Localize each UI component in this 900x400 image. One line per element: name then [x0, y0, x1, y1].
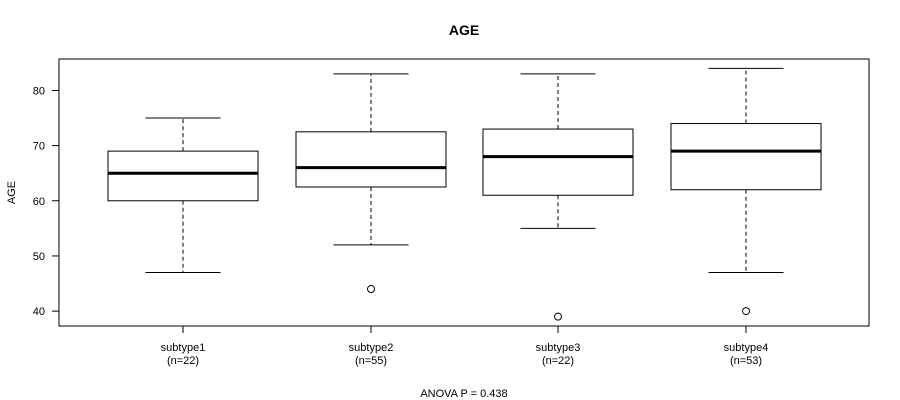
y-tick-label: 50: [33, 251, 45, 263]
box-subtype4: [670, 67, 822, 316]
iqr-box: [295, 131, 447, 188]
iqr-box: [482, 128, 634, 196]
box-subtype1: [107, 117, 259, 273]
x-axis-labels: subtype1(n=22)subtype2(n=55)subtype3(n=2…: [161, 326, 769, 367]
box-subtype3: [482, 73, 634, 321]
iqr-box: [670, 123, 822, 191]
outlier-point: [367, 285, 375, 294]
x-tick-count-subtype1: (n=22): [167, 355, 199, 367]
x-tick-label-subtype2: subtype2: [349, 342, 394, 354]
x-tick-count-subtype2: (n=55): [355, 355, 387, 367]
x-tick-label-subtype3: subtype3: [536, 342, 581, 354]
outlier-point: [742, 307, 750, 316]
chart-title: AGE: [449, 22, 479, 38]
outlier-point: [554, 312, 562, 321]
y-tick-label: 70: [33, 141, 45, 153]
y-tick-label: 40: [33, 306, 45, 318]
y-tick-label: 80: [33, 85, 45, 97]
x-tick-label-subtype1: subtype1: [161, 342, 206, 354]
iqr-box: [107, 150, 259, 202]
x-tick-count-subtype4: (n=53): [730, 355, 762, 367]
y-tick-label: 60: [33, 196, 45, 208]
x-tick-label-subtype4: subtype4: [724, 342, 769, 354]
anova-footnote: ANOVA P = 0.438: [420, 388, 507, 400]
box-subtype2: [295, 73, 447, 294]
plot-frame: [58, 58, 870, 327]
y-axis: 40 50 60 70 80: [33, 85, 59, 318]
y-axis-label: AGE: [6, 181, 18, 204]
boxes-group: [107, 67, 822, 321]
x-tick-count-subtype3: (n=22): [542, 355, 574, 367]
